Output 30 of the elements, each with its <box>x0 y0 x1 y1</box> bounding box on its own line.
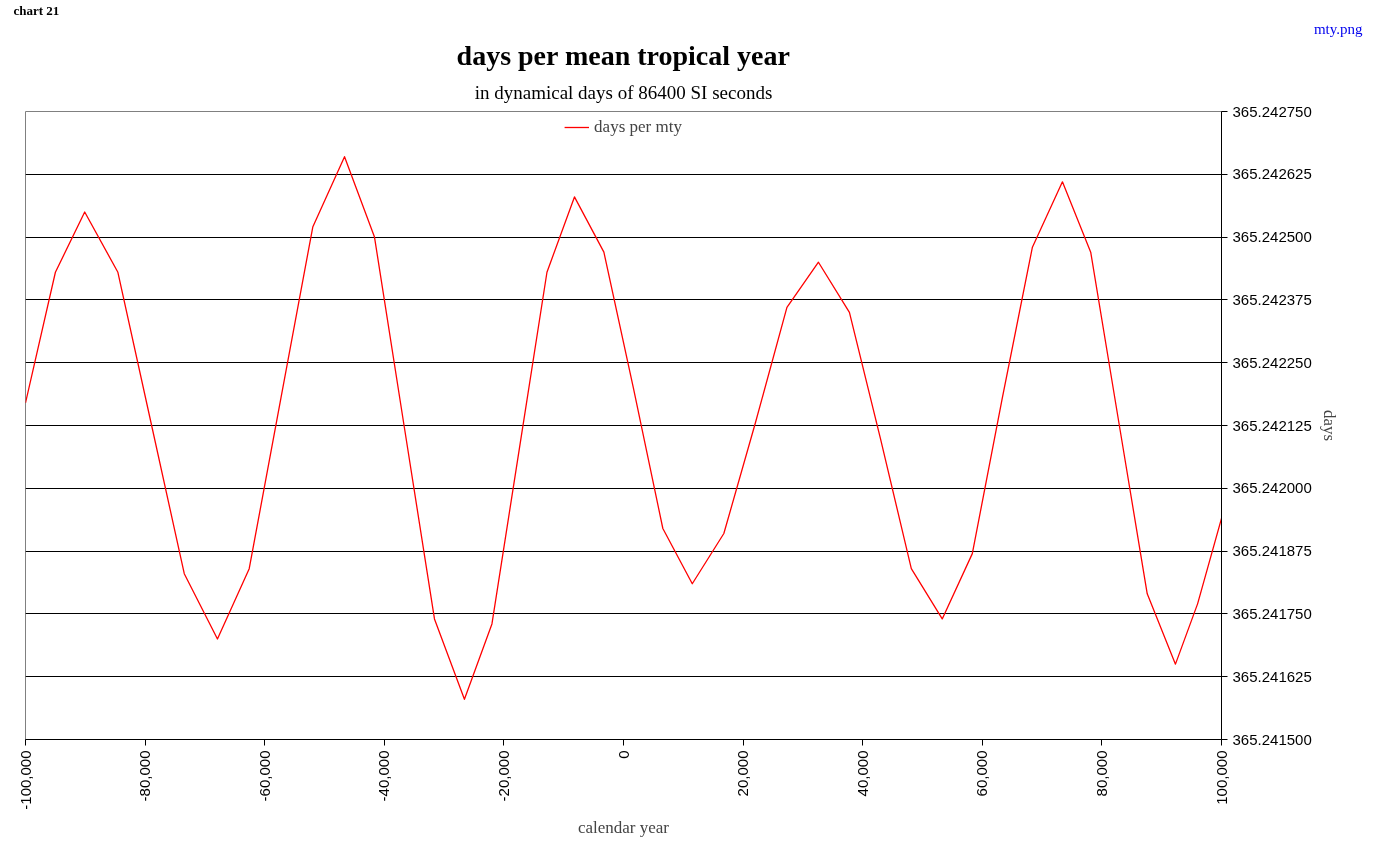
x-tick-label: 0 <box>614 750 632 759</box>
chart-title: days per mean tropical year <box>456 39 790 71</box>
y-tick-label: 365.241750 <box>1232 604 1312 622</box>
x-tick-label: -20,000 <box>494 750 512 802</box>
y-axis-title: days <box>1319 409 1339 442</box>
legend-label: days per mty <box>594 117 682 137</box>
y-tick-label: 365.242250 <box>1232 353 1312 371</box>
x-tick-label: 60,000 <box>973 750 991 797</box>
x-tick-label: 80,000 <box>1092 750 1110 797</box>
y-tick-label: 365.241625 <box>1232 667 1312 685</box>
y-tick-label: 365.242625 <box>1232 165 1312 183</box>
x-tick-label: -80,000 <box>136 750 154 802</box>
line-series <box>25 156 1222 700</box>
x-axis-title: calendar year <box>577 817 670 837</box>
x-tick-label: -40,000 <box>375 750 393 802</box>
x-tick-label: -60,000 <box>255 750 273 802</box>
y-tick-label: 365.242750 <box>1232 102 1312 120</box>
x-tick-label: 100,000 <box>1212 750 1230 805</box>
y-tick-label: 365.242125 <box>1232 416 1312 434</box>
chart-subtitle: in dynamical days of 86400 SI seconds <box>474 81 773 103</box>
y-tick-label: 365.241875 <box>1232 542 1312 560</box>
y-tick-label: 365.242375 <box>1232 290 1312 308</box>
text: mty.png <box>1313 20 1363 37</box>
x-tick-label: 20,000 <box>734 750 752 797</box>
y-tick-label: 365.242000 <box>1232 479 1312 497</box>
x-tick-label: -100,000 <box>16 750 34 810</box>
y-tick-label: 365.241500 <box>1232 730 1312 748</box>
y-tick-label: 365.242500 <box>1232 228 1312 246</box>
caption: chart 21 <box>13 2 60 18</box>
x-tick-label: 40,000 <box>853 750 871 797</box>
